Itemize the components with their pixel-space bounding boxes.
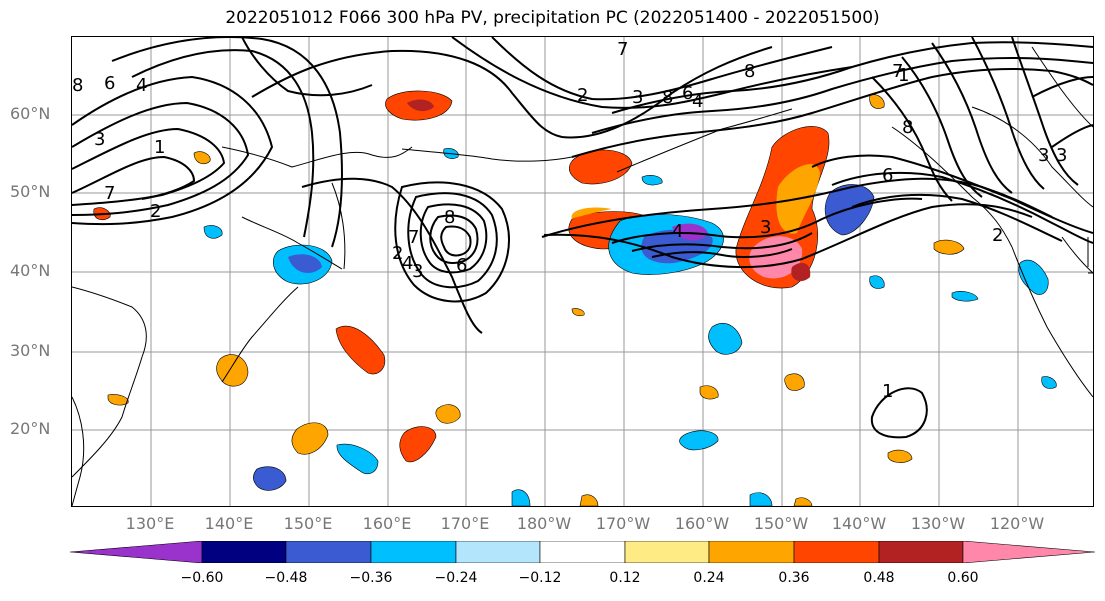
contour-label: 1	[898, 65, 909, 86]
contour-label: 8	[662, 87, 673, 108]
lon-label-170e: 170°E	[440, 514, 490, 533]
lon-label-120w: 120°W	[989, 514, 1045, 533]
colorbar-tick: 0.36	[778, 570, 810, 586]
colorbar-tick: −0.48	[264, 570, 308, 586]
contour-label: 6	[882, 165, 893, 186]
colorbar-cell	[793, 541, 880, 563]
colorbar-cell	[624, 541, 710, 563]
pv-contours	[72, 37, 1093, 439]
contour-label: 3	[94, 129, 105, 150]
lon-label-170w: 170°W	[595, 514, 651, 533]
contour-label: 8	[744, 61, 755, 82]
contour-label: 3	[1056, 145, 1067, 166]
lon-label-130w: 130°W	[910, 514, 966, 533]
contour-label: 6	[456, 255, 467, 276]
precip-shading	[93, 90, 1057, 506]
map-canvas: 8 6 4 3 1 7 2 7 8 6 4 2 3 2 7 8 8 7 3 6 …	[72, 37, 1093, 506]
colorbar-tick: −0.24	[434, 570, 478, 586]
contour-label: 2	[992, 225, 1003, 246]
colorbar-tick: 0.24	[693, 570, 725, 586]
lat-label-60n: 60°N	[10, 104, 51, 123]
lat-label-50n: 50°N	[10, 182, 51, 201]
colorbar-tick: −0.60	[180, 570, 224, 586]
colorbar-cell	[455, 541, 541, 563]
contour-label: 2	[150, 201, 161, 222]
map-title: 2022051012 F066 300 hPa PV, precipitatio…	[225, 8, 880, 28]
colorbar	[70, 541, 1095, 563]
contour-label: 8	[444, 207, 455, 228]
contour-label: 6	[682, 83, 693, 104]
contour-label: 7	[104, 183, 115, 204]
lat-label-30n: 30°N	[10, 341, 51, 360]
contour-label: 3	[632, 87, 643, 108]
contour-label: 8	[902, 117, 913, 138]
colorbar-tick: 0.48	[863, 570, 895, 586]
lon-label-140w: 140°W	[831, 514, 887, 533]
contour-label: 7	[892, 61, 903, 82]
contour-label: 3	[412, 261, 423, 282]
colorbar-tick: 0.60	[947, 570, 979, 586]
lon-label-130e: 130°E	[125, 514, 175, 533]
contour-label: 1	[154, 137, 165, 158]
contour-label: 6	[104, 73, 115, 94]
contour-label: 4	[402, 253, 413, 274]
colorbar-tick: −0.12	[518, 570, 562, 586]
colorbar-cell	[70, 541, 203, 563]
colorbar-cell	[962, 541, 1095, 563]
colorbar-tick: 0.12	[609, 570, 641, 586]
contour-label: 2	[392, 243, 403, 264]
contour-label: 3	[760, 217, 771, 238]
contour-label: 4	[692, 91, 703, 112]
colorbar-cell	[370, 541, 457, 563]
lon-label-160w: 160°W	[674, 514, 730, 533]
colorbar-cell	[708, 541, 795, 563]
lon-label-150e: 150°E	[283, 514, 333, 533]
colorbar-cell	[878, 541, 964, 563]
contour-label: 4	[672, 221, 683, 242]
contour-label: 3	[1038, 145, 1049, 166]
contour-label: 7	[617, 39, 628, 60]
contour-labels: 8 6 4 3 1 7 2 7 8 6 4 2 3 2 7 8 8 7 3 6 …	[72, 39, 1067, 402]
lat-label-20n: 20°N	[10, 419, 51, 438]
colorbar-cell	[285, 541, 372, 563]
contour-label: 1	[882, 381, 893, 402]
coastlines	[72, 46, 1093, 506]
lon-label-160e: 160°E	[362, 514, 412, 533]
lat-label-40n: 40°N	[10, 261, 51, 280]
contour-label: 7	[408, 227, 419, 248]
colorbar-cells	[70, 541, 1095, 563]
colorbar-tick: −0.36	[349, 570, 393, 586]
lon-label-180w: 180°W	[516, 514, 572, 533]
contour-label: 8	[72, 75, 83, 96]
contour-label: 4	[136, 75, 147, 96]
lon-label-150w: 150°W	[753, 514, 809, 533]
colorbar-cell	[539, 541, 626, 563]
contour-label: 2	[577, 85, 588, 106]
lon-label-140e: 140°E	[204, 514, 254, 533]
gridlines	[72, 37, 1093, 506]
map-panel: 8 6 4 3 1 7 2 7 8 6 4 2 3 2 7 8 8 7 3 6 …	[71, 36, 1094, 507]
colorbar-cell	[201, 541, 287, 563]
